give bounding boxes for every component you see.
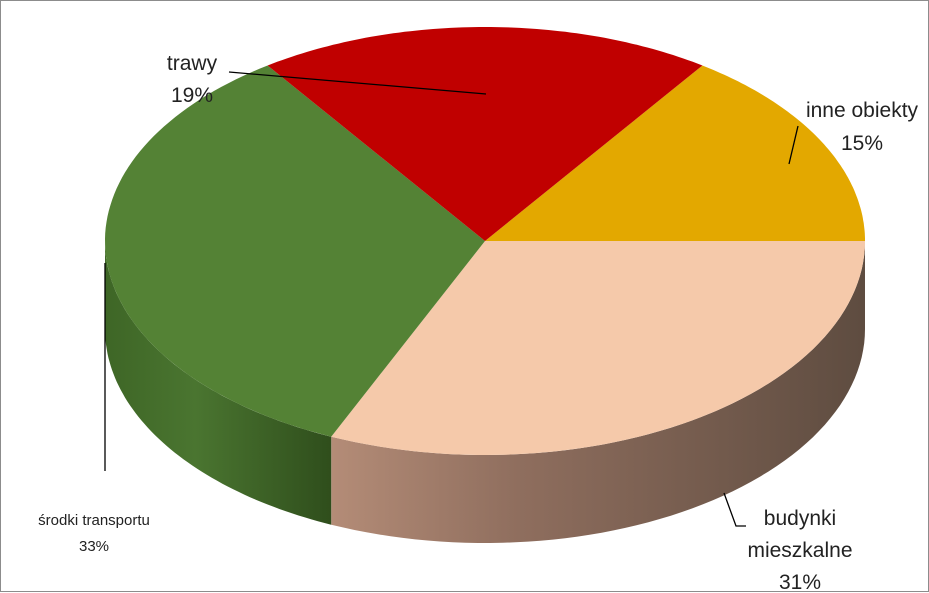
slice-pct-budynki: 31% xyxy=(779,571,821,593)
pie-slice-budynki-mieszkalne xyxy=(331,241,865,455)
slice-label-budynki-line1: budynki xyxy=(764,507,836,530)
pie-side-budynki-mieszkalne xyxy=(331,241,865,543)
leader-line-trawy xyxy=(228,71,487,95)
pie-slice-trawy xyxy=(267,27,703,241)
slice-pct-trawy: 19% xyxy=(171,84,213,107)
pie-slice-srodki-transportu xyxy=(105,65,485,437)
slice-label-budynki-line2: mieszkalne xyxy=(747,539,852,562)
slice-pct-inne-obiekty: 15% xyxy=(841,132,883,155)
slice-label-srodki-transportu: środki transportu xyxy=(38,512,150,529)
slice-label-trawy: trawy xyxy=(167,52,218,75)
slice-pct-srodki-transportu: 33% xyxy=(79,538,109,555)
slice-label-inne-obiekty: inne obiekty xyxy=(806,99,919,122)
leader-line-budynki xyxy=(723,492,746,527)
leader-line-inne-obiekty xyxy=(788,125,799,165)
pie-slice-inne-obiekty xyxy=(485,65,865,241)
pie-side-srodki-transportu xyxy=(105,241,332,525)
